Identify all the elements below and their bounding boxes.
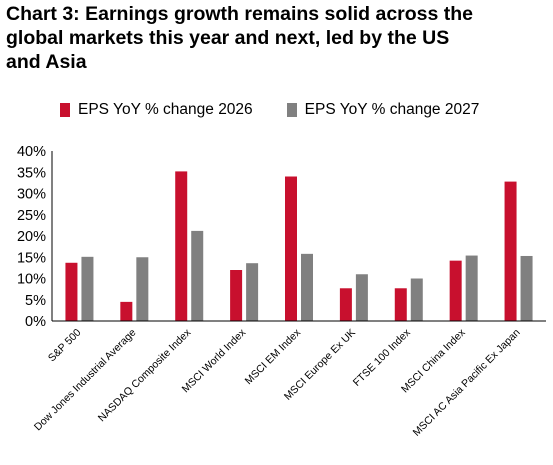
chart-title-line-3: and Asia bbox=[6, 51, 87, 73]
x-tick-label: FTSE 100 Index bbox=[351, 326, 414, 389]
y-tick-label: 0% bbox=[25, 314, 46, 330]
bar-2027 bbox=[81, 256, 94, 321]
bar-2027 bbox=[191, 230, 204, 321]
legend-swatch-2026 bbox=[60, 103, 70, 117]
y-tick-label: 10% bbox=[17, 272, 46, 288]
legend-label-2026: EPS YoY % change 2026 bbox=[78, 101, 253, 118]
bar-2026 bbox=[120, 301, 133, 321]
bar-2027 bbox=[465, 255, 478, 321]
bar-2027 bbox=[520, 255, 533, 321]
bar-2026 bbox=[230, 270, 243, 321]
y-tick-label: 15% bbox=[17, 250, 46, 266]
bar-2027 bbox=[355, 274, 368, 321]
x-tick-label: S&P 500 bbox=[46, 327, 84, 365]
x-tick-label: Dow Jones Industrial Average bbox=[32, 327, 139, 434]
x-tick-label: MSCI EM Index bbox=[243, 326, 304, 387]
bar-2027 bbox=[410, 278, 423, 321]
bar-2027 bbox=[301, 253, 313, 321]
bar-2026 bbox=[285, 176, 297, 321]
legend-item-2027: EPS YoY % change 2027 bbox=[286, 101, 480, 119]
y-tick-label: 25% bbox=[17, 208, 46, 224]
chart-title: Chart 3: Earnings growth remains solid a… bbox=[6, 2, 551, 74]
bar-2026 bbox=[394, 288, 407, 321]
bar-2027 bbox=[136, 257, 149, 321]
y-tick-label: 30% bbox=[17, 187, 46, 203]
x-tick-label: MSCI AC Asia Pacific Ex Japan bbox=[411, 327, 523, 439]
legend-swatch-2027 bbox=[286, 103, 297, 117]
bar-2026 bbox=[504, 181, 517, 321]
bar-2026 bbox=[175, 171, 188, 321]
chart-title-line-1: Chart 3: Earnings growth remains solid a… bbox=[6, 3, 474, 25]
legend-item-2026: EPS YoY % change 2026 bbox=[60, 101, 253, 119]
legend-label-2027: EPS YoY % change 2027 bbox=[304, 101, 480, 118]
y-tick-label: 35% bbox=[17, 165, 46, 181]
y-tick-label: 20% bbox=[17, 229, 46, 245]
chart-legend: EPS YoY % change 2026 EPS YoY % change 2… bbox=[60, 99, 513, 121]
bar-2026 bbox=[65, 262, 78, 321]
y-tick-label: 5% bbox=[25, 293, 46, 309]
bar-2027 bbox=[246, 263, 259, 321]
bar-2026 bbox=[339, 288, 352, 321]
y-tick-label: 40% bbox=[17, 144, 46, 160]
chart-title-line-2: global markets this year and next, led b… bbox=[6, 27, 450, 49]
x-tick-label: NASDAQ Composite Index bbox=[96, 326, 194, 424]
bar-2026 bbox=[449, 260, 462, 321]
